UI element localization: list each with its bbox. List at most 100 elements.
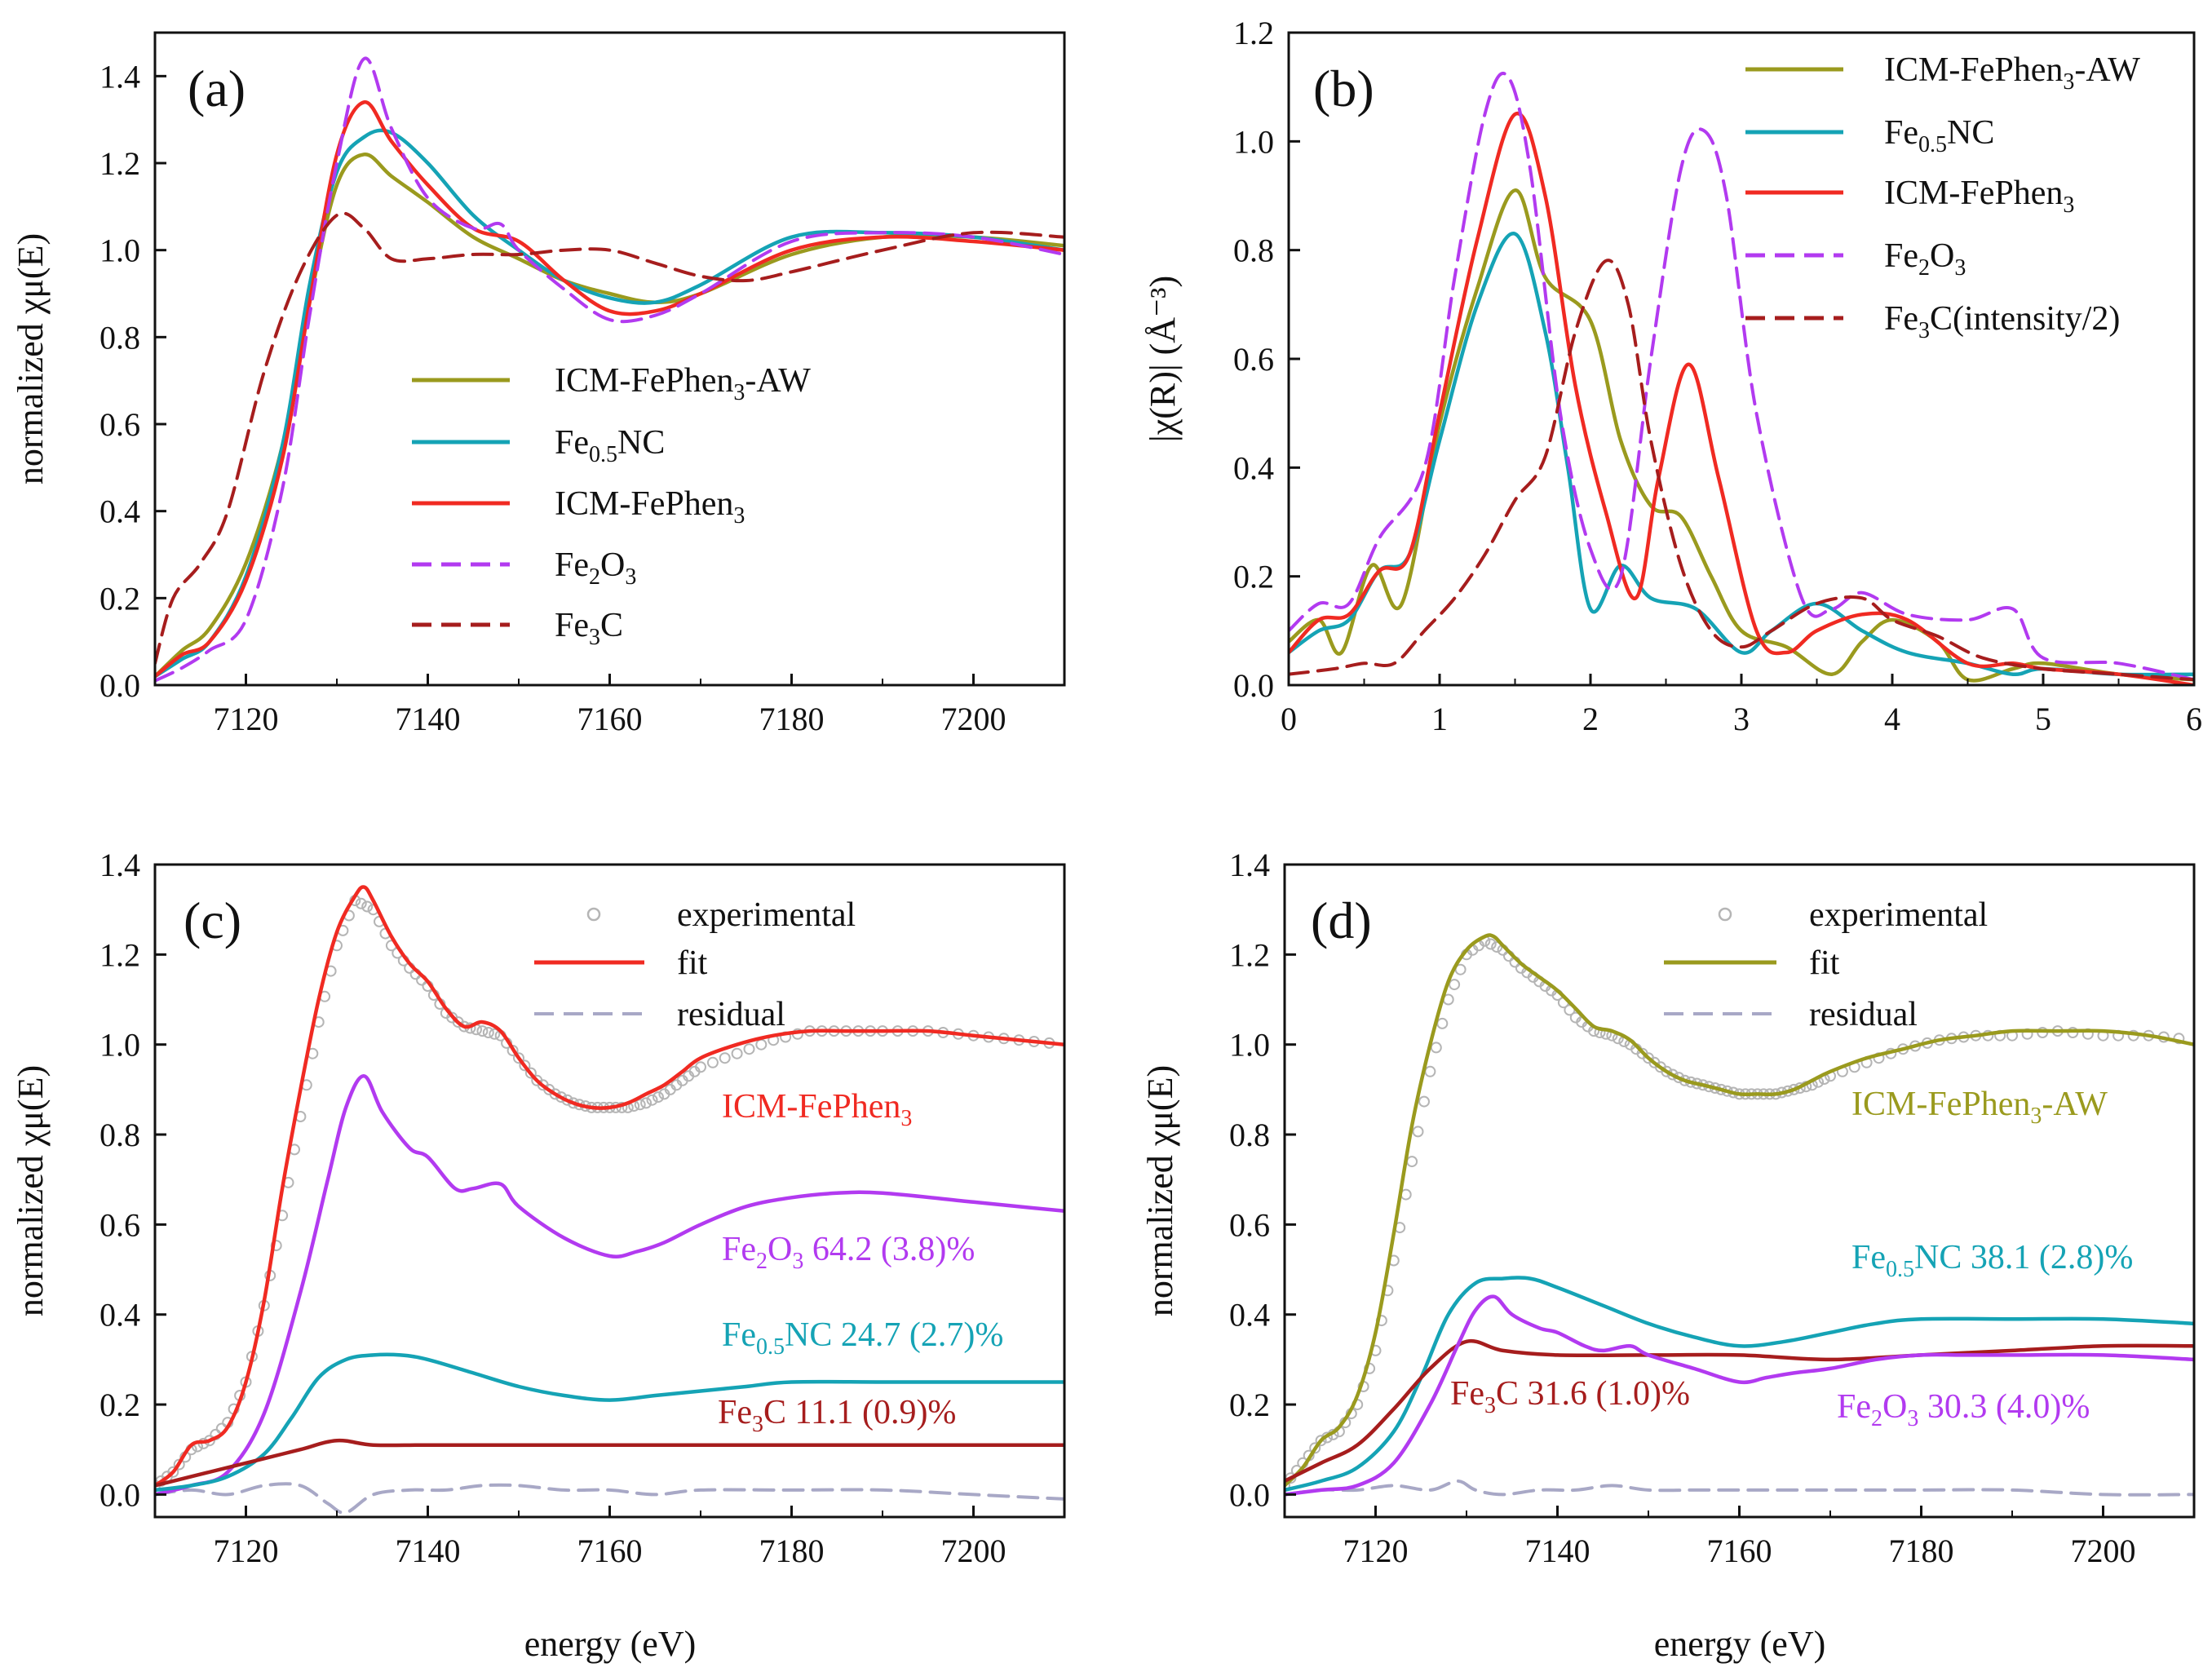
experimental-point: [731, 1047, 743, 1059]
panel-a-frame: [153, 31, 1066, 687]
y-tick-label: 0.0: [1229, 1476, 1270, 1513]
experimental-point: [361, 900, 374, 913]
y-tick-label: 1.0: [100, 232, 140, 269]
experimental-point: [1666, 1068, 1679, 1081]
series-fe2o3-component: [1285, 1294, 2194, 1497]
experimental-point: [640, 1097, 653, 1109]
legend-marker: [586, 907, 601, 922]
experimental-point: [167, 1466, 179, 1478]
y-tick-label: 0.4: [100, 493, 140, 530]
experimental-point: [1285, 1480, 1290, 1492]
panel-a: 7120 7140 7160 7180 7200 0.0 0.2 0.4 0.6 0.8 1.0 1.…: [11, 31, 1066, 737]
y-tick-label: 1.0: [1233, 123, 1274, 160]
y-tick-label: 1.4: [100, 847, 140, 883]
experimental-point: [1564, 1004, 1576, 1016]
series-residual: [155, 1482, 1064, 1515]
panel-c-xlabel: energy (eV): [524, 1624, 697, 1664]
x-tick-label: 7200: [941, 1533, 1006, 1569]
legend-label: Fe3C: [555, 607, 623, 650]
panel-b-legend: ICM-FePhen3-AW Fe0.5NC ICM-FePhen3 Fe2O3…: [1745, 51, 2140, 343]
x-tick-label: 7120: [214, 1533, 279, 1569]
x-tick-label: 7120: [214, 701, 279, 737]
y-tick-label: 0.6: [1233, 341, 1274, 378]
series-fe3c-component: [155, 1438, 1064, 1488]
y-tick-label: 0.2: [1233, 559, 1274, 595]
panel-b: 0 1 2 3 4 5 6 0.0 0.2 0.4 0.6 0.8 1.0 1.2 (b) |χ(R)| …: [1143, 15, 2202, 737]
series-fe0-5nc-component: [155, 1352, 1064, 1493]
panel-a-ticks: 7120 7140 7160 7180 7200 0.0 0.2 0.4 0.6 0.8 1.0 1.…: [100, 58, 1006, 737]
experimental-point: [476, 1025, 489, 1037]
annotation-fe3c: Fe3C 11.1 (0.9)%: [718, 1394, 956, 1437]
y-tick-label: 0.4: [100, 1297, 140, 1334]
series-icm-fephen3: [155, 100, 1064, 679]
x-tick-label: 5: [2035, 701, 2051, 737]
x-tick-label: 2: [1582, 701, 1599, 737]
panel-c-legend: experimental fit residual: [534, 896, 856, 1033]
experimental-point: [1491, 941, 1503, 953]
x-tick-label: 4: [1884, 701, 1900, 737]
y-tick-label: 0.0: [1233, 667, 1274, 704]
legend-label: experimental: [677, 896, 856, 934]
panel-b-letter: (b): [1313, 60, 1374, 117]
experimental-point: [513, 1052, 524, 1064]
experimental-point: [1661, 1065, 1673, 1077]
legend-label: ICM-FePhen3: [1884, 175, 2074, 218]
x-tick-label: 7180: [759, 1533, 825, 1569]
legend-label: Fe0.5NC: [1884, 114, 1994, 157]
x-tick-label: 1: [1431, 701, 1448, 737]
x-tick-label: 7200: [2071, 1533, 2136, 1569]
experimental-point: [1412, 1126, 1424, 1138]
experimental-point: [1309, 1442, 1321, 1454]
experimental-point: [755, 1038, 768, 1051]
x-tick-label: 7160: [1707, 1533, 1772, 1569]
y-tick-label: 0.8: [100, 319, 140, 356]
annotation-fe2o3: Fe2O3 64.2 (3.8)%: [722, 1231, 975, 1274]
experimental-point: [355, 897, 367, 909]
y-tick-label: 0.8: [100, 1117, 140, 1153]
y-tick-label: 0.4: [1229, 1297, 1270, 1334]
experimental-point: [646, 1094, 658, 1106]
x-tick-label: 7140: [396, 701, 461, 737]
experimental-point: [270, 1240, 282, 1252]
x-tick-label: 7140: [396, 1533, 461, 1569]
series-fe2o3: [1289, 71, 2194, 682]
experimental-point: [519, 1059, 531, 1072]
panel-c-letter: (c): [184, 891, 241, 949]
annotation-icm-fephen3-aw: ICM-FePhen3-AW: [1851, 1086, 2108, 1129]
panel-c-series: [155, 885, 1064, 1515]
y-tick-label: 0.6: [100, 406, 140, 443]
y-tick-label: 1.2: [100, 936, 140, 973]
experimental-point: [489, 1028, 501, 1040]
series-fe2o3: [155, 56, 1064, 683]
y-tick-label: 1.0: [1229, 1027, 1270, 1064]
experimental-point: [695, 1061, 706, 1073]
x-tick-label: 7140: [1525, 1533, 1590, 1569]
legend-label: Fe3C(intensity/2): [1884, 300, 2120, 343]
x-tick-label: 7160: [577, 1533, 643, 1569]
y-tick-label: 1.4: [100, 58, 140, 95]
y-tick-label: 0.4: [1233, 449, 1274, 486]
experimental-point: [1484, 938, 1497, 950]
experimental-point: [1436, 1017, 1449, 1029]
panel-a-legend: ICM-FePhen3-AW Fe0.5NC ICM-FePhen3 Fe2O3…: [412, 362, 811, 650]
legend-label: ICM-FePhen3-AW: [555, 362, 811, 405]
panel-d-ylabel: normalized χμ(E): [1140, 1065, 1180, 1316]
legend-label: fit: [1809, 944, 1840, 982]
annotation-icm-fephen3: ICM-FePhen3: [722, 1088, 912, 1131]
experimental-point: [634, 1099, 646, 1111]
series-fit: [1285, 933, 2194, 1488]
x-tick-label: 7120: [1343, 1533, 1409, 1569]
panel-c-ylabel: normalized χμ(E): [11, 1065, 51, 1316]
experimental-point: [653, 1091, 664, 1104]
panel-b-frame: [1287, 31, 2196, 687]
x-tick-label: 7200: [941, 701, 1006, 737]
annotation-fe05nc: Fe0.5NC 38.1 (2.8)%: [1851, 1239, 2133, 1282]
panel-b-ylabel: |χ(R)| (Å⁻³): [1143, 276, 1183, 442]
y-tick-label: 1.0: [100, 1027, 140, 1064]
legend-label: residual: [677, 996, 785, 1033]
y-tick-label: 1.2: [1233, 15, 1274, 51]
series-icm-fephen3-aw: [1289, 188, 2194, 683]
x-tick-label: 7180: [1889, 1533, 1954, 1569]
panel-d-letter: (d): [1311, 891, 1372, 949]
